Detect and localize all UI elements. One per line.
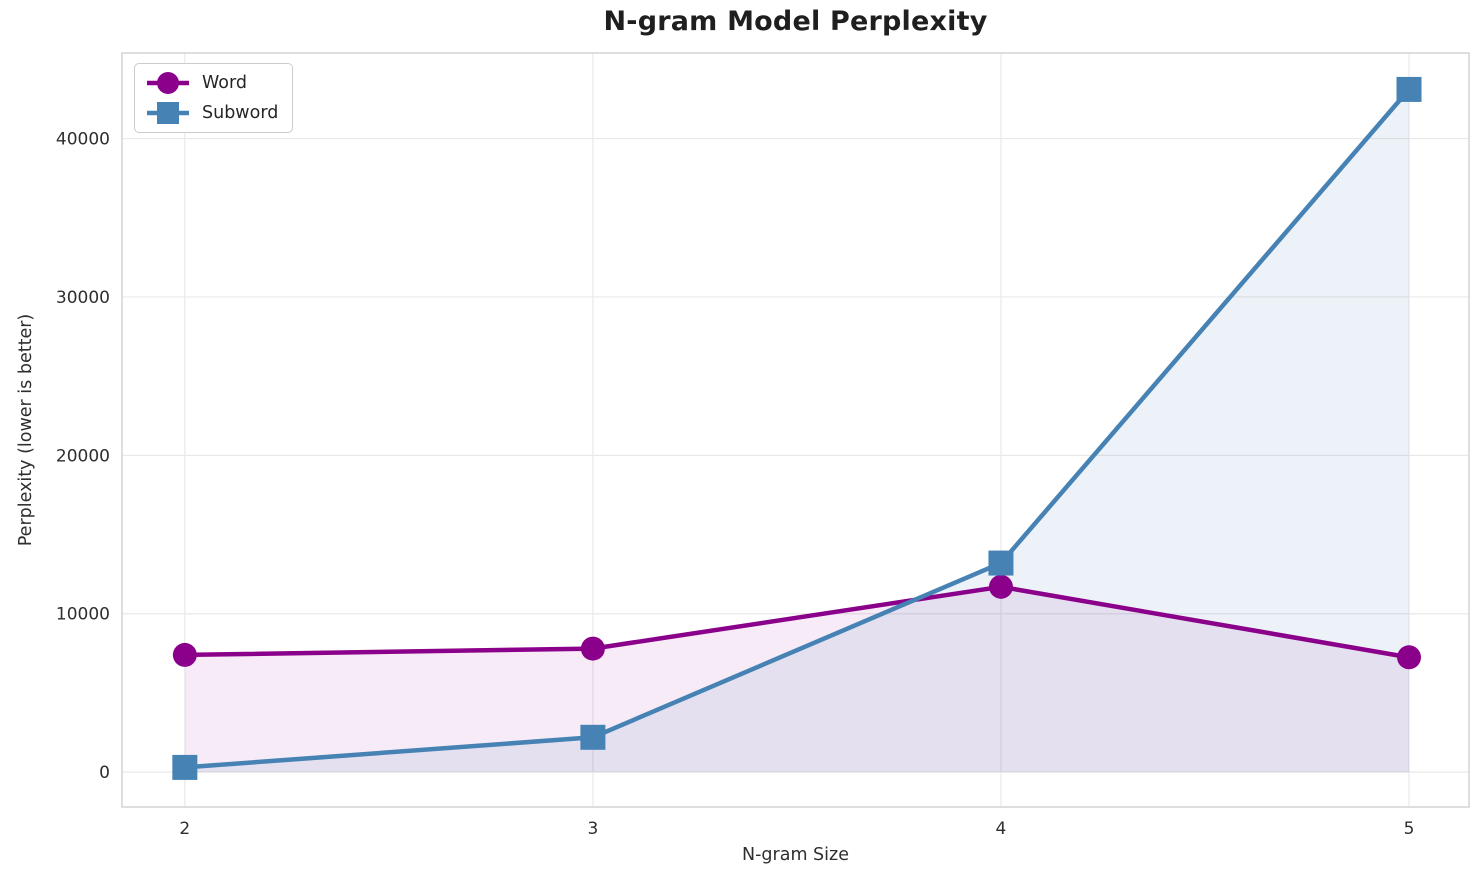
y-tick-label-0: 0 [99, 763, 110, 783]
y-tick-label-40000: 40000 [56, 130, 110, 150]
legend-item-word: Word [145, 70, 278, 96]
y-tick-label-20000: 20000 [56, 446, 110, 466]
word-line [184, 584, 1410, 660]
x-tick-label-4: 4 [996, 819, 1007, 839]
word-marker-3 [580, 636, 605, 661]
subword-marker-3 [580, 724, 606, 750]
subword-marker-4 [988, 550, 1014, 576]
legend-marker-shape [157, 102, 179, 124]
x-tick-label-2: 2 [179, 819, 190, 839]
subword-marker-2 [172, 754, 198, 780]
word-marker-5 [1397, 645, 1422, 670]
legend: Word Subword [134, 63, 294, 133]
subword-line [184, 87, 1411, 770]
circle-marker-icon [147, 72, 189, 94]
y-tick-label-10000: 10000 [56, 605, 110, 625]
word-area [184, 586, 1410, 773]
legend-label: Word [202, 73, 247, 93]
x-axis-label: N-gram Size [742, 845, 849, 865]
legend-item-subword: Subword [145, 100, 278, 126]
plot-border [121, 52, 1470, 808]
chart-title: N-gram Model Perplexity [603, 6, 988, 37]
x-tick-label-3: 3 [587, 819, 598, 839]
legend-label: Subword [202, 103, 279, 123]
word-marker-4 [988, 574, 1013, 599]
x-tick-label-5: 5 [1404, 819, 1415, 839]
y-tick-label-30000: 30000 [56, 288, 110, 308]
y-axis-label: Perplexity (lower is better) [16, 313, 36, 547]
word-marker-2 [172, 642, 197, 667]
legend-marker-shape [157, 72, 179, 94]
square-marker-icon [147, 102, 189, 124]
subword-area [184, 89, 1410, 773]
subword-marker-5 [1396, 76, 1422, 102]
